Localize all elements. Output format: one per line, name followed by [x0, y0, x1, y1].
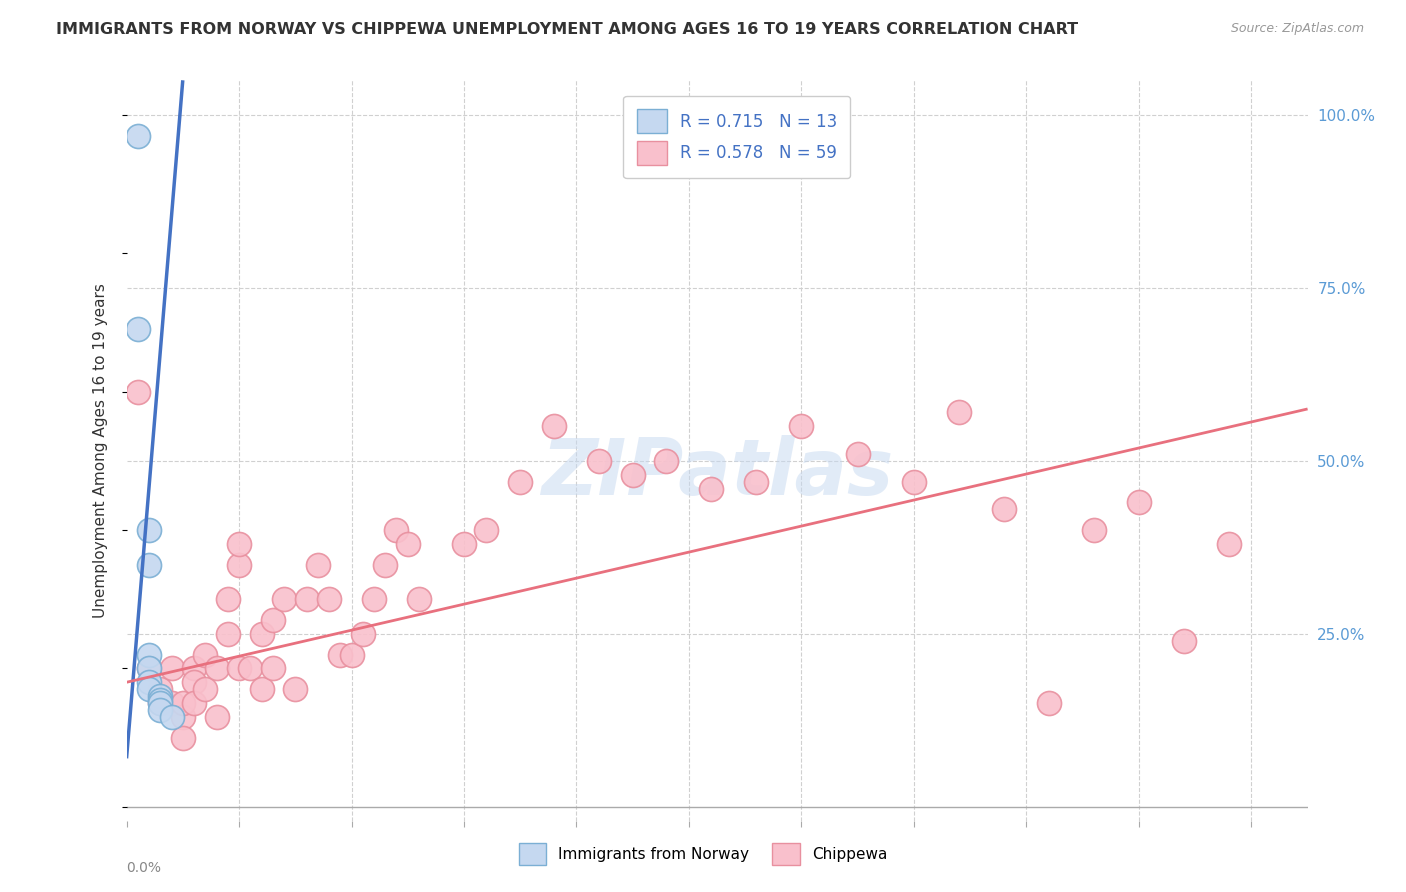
- Point: [262, 613, 284, 627]
- Point: [160, 661, 183, 675]
- Point: [127, 384, 149, 399]
- Legend: R = 0.715   N = 13, R = 0.578   N = 59: R = 0.715 N = 13, R = 0.578 N = 59: [623, 96, 851, 178]
- Point: [307, 558, 329, 572]
- Point: [262, 661, 284, 675]
- Point: [183, 696, 205, 710]
- Point: [205, 710, 228, 724]
- Y-axis label: Unemployment Among Ages 16 to 19 years: Unemployment Among Ages 16 to 19 years: [93, 283, 108, 618]
- Point: [228, 558, 250, 572]
- Point: [1173, 633, 1195, 648]
- Point: [183, 661, 205, 675]
- Point: [396, 537, 419, 551]
- Point: [183, 675, 205, 690]
- Point: [790, 419, 813, 434]
- Point: [385, 523, 408, 537]
- Point: [239, 661, 262, 675]
- Point: [149, 696, 172, 710]
- Point: [250, 682, 273, 697]
- Point: [228, 661, 250, 675]
- Point: [993, 502, 1015, 516]
- Point: [295, 592, 318, 607]
- Point: [363, 592, 385, 607]
- Point: [127, 128, 149, 143]
- Point: [374, 558, 396, 572]
- Point: [172, 710, 194, 724]
- Point: [588, 454, 610, 468]
- Point: [149, 692, 172, 706]
- Point: [318, 592, 340, 607]
- Point: [475, 523, 498, 537]
- Point: [138, 661, 160, 675]
- Point: [352, 627, 374, 641]
- Point: [160, 696, 183, 710]
- Point: [329, 648, 352, 662]
- Point: [172, 696, 194, 710]
- Point: [745, 475, 768, 489]
- Point: [1218, 537, 1240, 551]
- Point: [138, 558, 160, 572]
- Point: [621, 467, 644, 482]
- Point: [846, 447, 869, 461]
- Legend: Immigrants from Norway, Chippewa: Immigrants from Norway, Chippewa: [508, 832, 898, 875]
- Point: [138, 523, 160, 537]
- Point: [1083, 523, 1105, 537]
- Point: [408, 592, 430, 607]
- Point: [228, 537, 250, 551]
- Point: [509, 475, 531, 489]
- Point: [149, 682, 172, 697]
- Point: [284, 682, 307, 697]
- Point: [217, 592, 239, 607]
- Point: [903, 475, 925, 489]
- Point: [127, 322, 149, 336]
- Point: [273, 592, 295, 607]
- Point: [138, 675, 160, 690]
- Point: [149, 696, 172, 710]
- Point: [205, 661, 228, 675]
- Point: [250, 627, 273, 641]
- Point: [700, 482, 723, 496]
- Point: [948, 405, 970, 419]
- Point: [543, 419, 565, 434]
- Point: [194, 682, 217, 697]
- Point: [138, 682, 160, 697]
- Point: [453, 537, 475, 551]
- Point: [138, 661, 160, 675]
- Point: [149, 689, 172, 703]
- Point: [149, 703, 172, 717]
- Point: [1128, 495, 1150, 509]
- Text: IMMIGRANTS FROM NORWAY VS CHIPPEWA UNEMPLOYMENT AMONG AGES 16 TO 19 YEARS CORREL: IMMIGRANTS FROM NORWAY VS CHIPPEWA UNEMP…: [56, 22, 1078, 37]
- Point: [138, 648, 160, 662]
- Point: [655, 454, 678, 468]
- Text: Source: ZipAtlas.com: Source: ZipAtlas.com: [1230, 22, 1364, 36]
- Point: [217, 627, 239, 641]
- Point: [172, 731, 194, 745]
- Point: [160, 710, 183, 724]
- Text: ZIPatlas: ZIPatlas: [541, 434, 893, 511]
- Point: [340, 648, 363, 662]
- Point: [1038, 696, 1060, 710]
- Point: [194, 648, 217, 662]
- Text: 0.0%: 0.0%: [127, 862, 162, 875]
